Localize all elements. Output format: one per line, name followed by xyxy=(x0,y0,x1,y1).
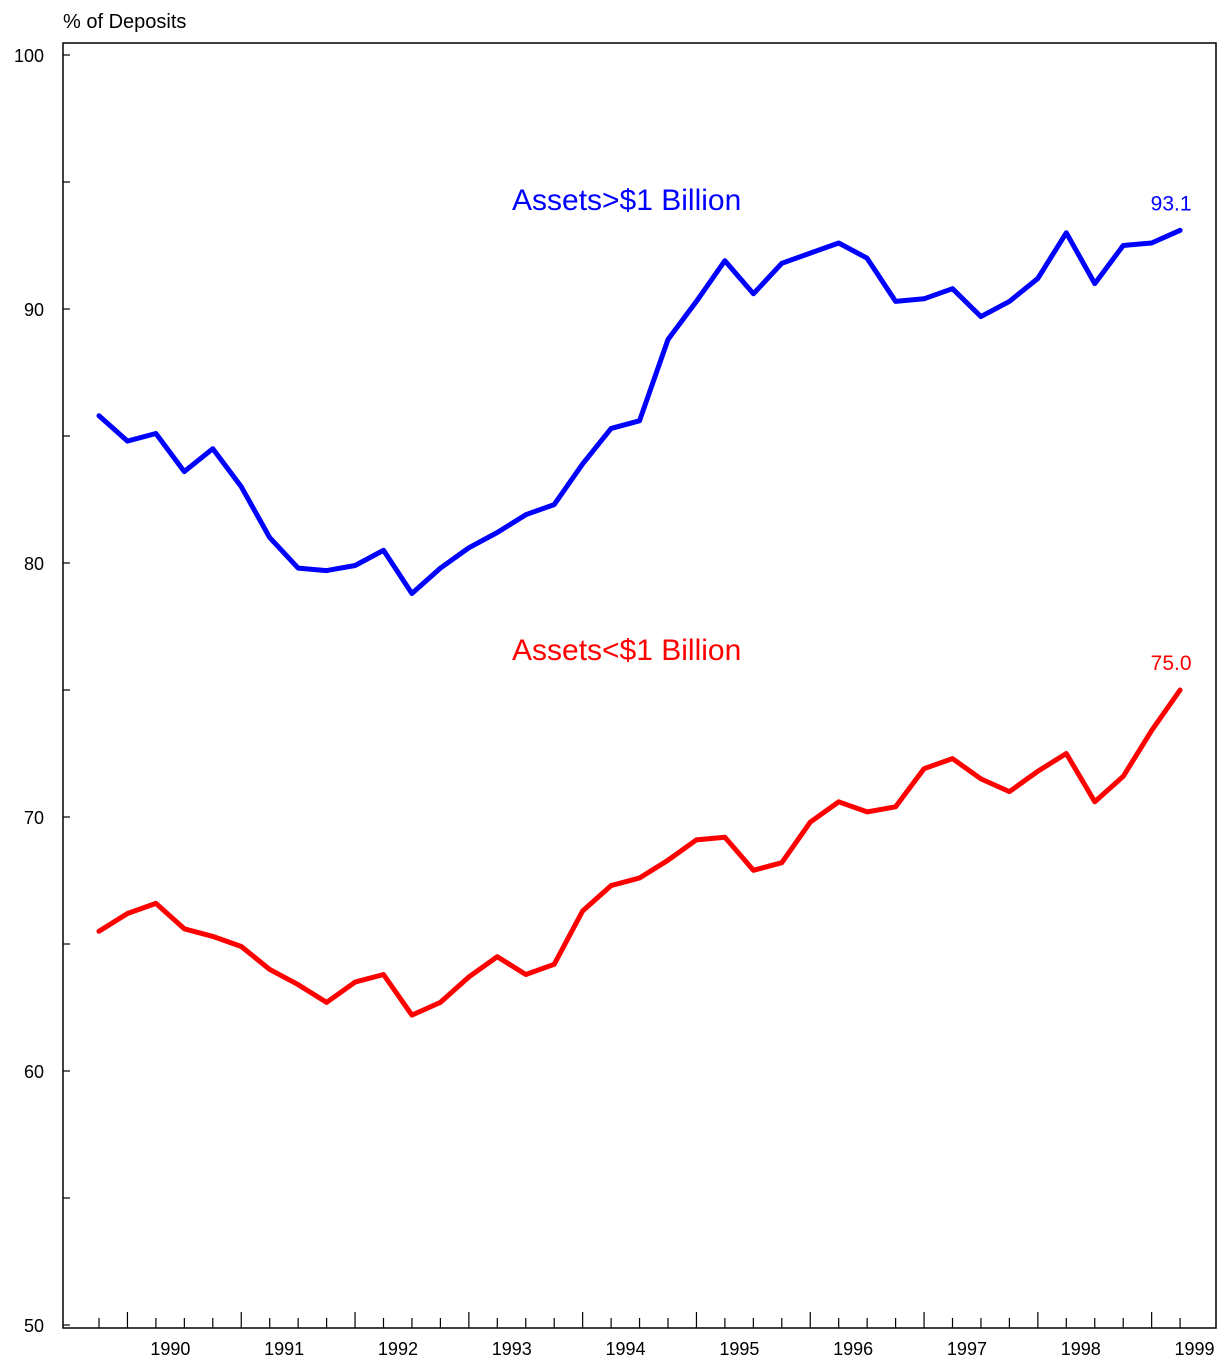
x-tick-label: 1999 xyxy=(1175,1339,1215,1359)
series-end-label-1: 75.0 xyxy=(1151,652,1192,675)
x-tick-label: 1994 xyxy=(606,1339,646,1359)
x-axis: 1990 1991 1992 1993 1994 1995 1996 1997 1998 1999 xyxy=(99,1312,1215,1359)
y-tick-label: 70 xyxy=(24,808,44,828)
x-tick-label: 1998 xyxy=(1061,1339,1101,1359)
y-axis: 100 90 80 70 60 50 xyxy=(14,46,70,1336)
y-tick-label: 60 xyxy=(24,1062,44,1082)
x-tick-label: 1990 xyxy=(150,1339,190,1359)
x-tick-label: 1995 xyxy=(719,1339,759,1359)
y-tick-label: 50 xyxy=(24,1316,44,1336)
x-tick-label: 1996 xyxy=(833,1339,873,1359)
plot-frame xyxy=(63,43,1216,1328)
x-tick-label: 1991 xyxy=(264,1339,304,1359)
y-axis-label: % of Deposits xyxy=(63,11,186,33)
x-tick-label: 1997 xyxy=(947,1339,987,1359)
series-line-1 xyxy=(99,690,1180,1015)
series-line-0 xyxy=(99,230,1180,593)
x-tick-label: 1992 xyxy=(378,1339,418,1359)
y-tick-label: 80 xyxy=(24,554,44,574)
series-label-1: Assets<$1 Billion xyxy=(512,634,741,667)
y-tick-label: 90 xyxy=(24,300,44,320)
series-end-label-0: 93.1 xyxy=(1151,192,1192,215)
x-tick-label: 1993 xyxy=(492,1339,532,1359)
series-layer xyxy=(99,230,1180,1015)
series-label-0: Assets>$1 Billion xyxy=(512,184,741,217)
y-tick-label: 100 xyxy=(14,46,44,66)
